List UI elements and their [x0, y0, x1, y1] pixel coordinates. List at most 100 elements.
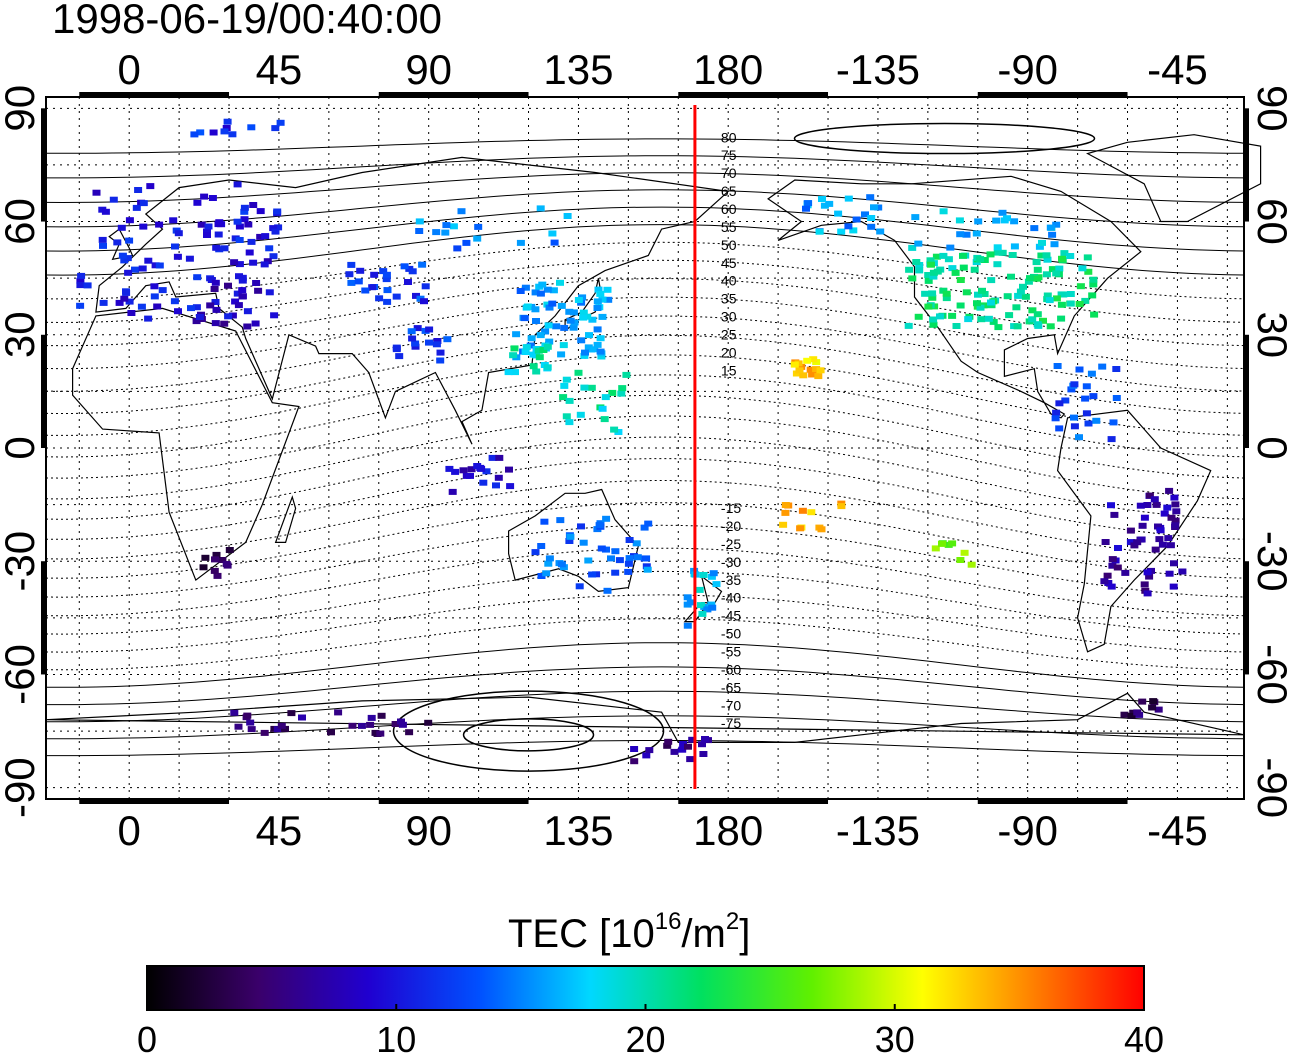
tec-point [144, 315, 153, 322]
tec-point [1043, 292, 1052, 299]
tec-point [256, 233, 265, 240]
tec-point [974, 218, 983, 225]
tec-point [944, 256, 953, 263]
tec-point [347, 279, 356, 286]
tec-point [228, 312, 237, 319]
tec-point [816, 367, 825, 374]
frame-bar [378, 799, 529, 804]
contour-label: 35 [721, 291, 737, 307]
tec-point [1112, 366, 1121, 372]
tec-point [588, 316, 597, 323]
colorbar-tick-label: 10 [376, 1019, 416, 1057]
lon-label-bottom: 45 [256, 807, 303, 854]
tec-point [197, 221, 206, 228]
tec-point [956, 302, 965, 309]
tec-point [246, 719, 255, 726]
tec-point [240, 216, 249, 223]
tec-point [1014, 292, 1023, 299]
tec-point [956, 277, 965, 283]
tec-point [398, 721, 407, 728]
tec-point [618, 385, 627, 392]
tec-point [560, 382, 569, 389]
tec-point [577, 523, 585, 530]
tec-point [1048, 231, 1057, 238]
tec-point [1089, 281, 1098, 288]
tec-point [686, 756, 695, 763]
tec-point [844, 223, 853, 230]
tec-point [545, 304, 554, 311]
tec-point [992, 217, 1001, 224]
magnetic-contour [45, 296, 1245, 370]
tec-point [640, 524, 649, 531]
contour-label: -70 [721, 697, 741, 713]
tec-point [392, 293, 401, 300]
tec-point [588, 571, 597, 578]
contour-label: 55 [721, 219, 737, 235]
tec-point [976, 256, 985, 263]
tec-point [382, 276, 391, 283]
tec-point [914, 313, 923, 320]
tec-point [597, 545, 606, 552]
tec-point [187, 305, 195, 312]
tec-point [334, 709, 343, 716]
tec-point [247, 124, 256, 131]
tec-point [127, 310, 136, 316]
tec-point [1165, 487, 1174, 494]
tec-point [193, 199, 202, 206]
tec-point [584, 557, 593, 564]
tec-point [379, 268, 388, 275]
tec-point [449, 223, 458, 230]
tec-point [125, 217, 134, 224]
tec-point [977, 316, 986, 323]
tec-point [1042, 271, 1051, 278]
tec-point [212, 306, 221, 313]
tec-point [797, 363, 806, 370]
tec-point [234, 302, 243, 309]
tec-point [1082, 410, 1091, 417]
tec-point [271, 228, 280, 235]
magnetic-contour [45, 241, 1245, 300]
tec-point [1130, 542, 1139, 549]
tec-point [1066, 253, 1075, 259]
lat-label-left: -60 [0, 644, 43, 705]
tec-point [984, 315, 993, 322]
tec-point [915, 267, 924, 274]
tec-point [134, 187, 143, 193]
tec-point [1148, 704, 1157, 711]
tec-point [1145, 573, 1154, 580]
tec-point [557, 351, 566, 358]
tec-point [951, 269, 960, 276]
tec-point [544, 560, 553, 567]
lat-label-left: 0 [0, 436, 43, 459]
tec-point [614, 429, 623, 435]
tec-point [1070, 381, 1079, 388]
tec-point [1075, 301, 1084, 307]
tec-point [579, 539, 588, 546]
tec-point [795, 367, 804, 374]
tec-point [598, 405, 607, 412]
tec-point [531, 306, 540, 313]
tec-point [345, 271, 354, 278]
frame-bar [79, 799, 230, 804]
tec-point [624, 560, 633, 567]
tec-point [193, 274, 202, 281]
tec-point [203, 232, 211, 238]
tec-point [1057, 301, 1066, 308]
tec-point [959, 252, 967, 259]
tec-point [418, 261, 427, 268]
tec-point [1089, 276, 1098, 283]
frame-bar [41, 334, 46, 448]
tec-point [556, 279, 564, 286]
tec-point [170, 298, 179, 305]
south-pole-contour [462, 718, 595, 752]
tec-point [467, 466, 476, 473]
tec-point [908, 275, 917, 282]
tec-point [962, 289, 971, 296]
tec-point [377, 712, 386, 719]
tec-point [912, 259, 921, 265]
tec-point [697, 602, 705, 609]
tec-point [243, 323, 252, 330]
tec-point [596, 290, 605, 297]
tec-point [412, 292, 420, 299]
tec-point [556, 517, 565, 524]
